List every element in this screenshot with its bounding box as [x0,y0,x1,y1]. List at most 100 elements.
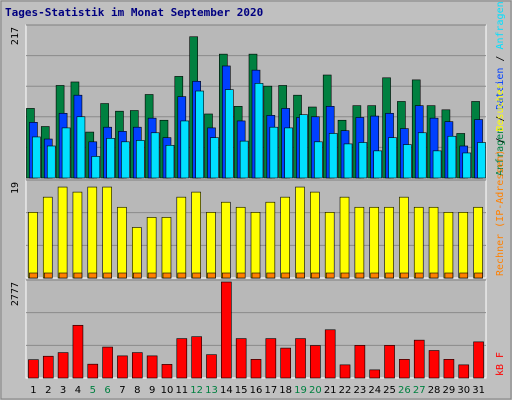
day-label: 1 [30,385,36,396]
sites-bar [266,272,276,279]
day-label: 2 [45,385,51,396]
middle-legend-label: Rechner (IP-Adressen) / Besucher [495,83,506,276]
sites-bar [459,272,469,279]
sites-bar [147,272,157,279]
bottom-legend-label: kB F [495,352,506,376]
visits-bar [72,191,83,279]
sites-bar [58,272,68,279]
day-label: 31 [472,385,485,396]
visits-bar [473,206,483,279]
pages-bar [150,132,160,179]
pages-bar [447,135,457,179]
pages-bar [195,90,204,179]
day-label: 27 [413,385,426,396]
day-label: 8 [134,385,140,396]
sites-bar [29,272,38,279]
visits-bar [221,201,231,279]
visits-bar [161,217,172,279]
pages-bar [417,132,427,179]
sites-bar [325,272,335,279]
pages-bar [343,143,353,179]
kbytes-bar [250,359,262,379]
day-label: 22 [339,385,352,396]
day-label: 13 [205,385,218,396]
day-label: 6 [104,385,110,396]
kbytes-bar [310,345,321,379]
top-legend-label: Anfragen / Dateien / Anfragen [495,1,506,176]
day-label: 18 [279,385,292,396]
kbytes-bar [42,355,54,379]
pages-bar [32,136,41,179]
visits-bar [369,206,380,279]
kbytes-bar [443,359,455,379]
sites-bar [222,272,231,279]
day-label: 23 [354,385,367,396]
visits-bar [176,196,187,279]
kbytes-bar [161,364,173,379]
day-label: 25 [383,385,396,396]
sites-bar [236,272,246,279]
visits-bar [354,206,365,279]
kbytes-bar [399,359,410,379]
visits-bar [384,206,394,279]
visits-bar [458,212,469,279]
visits-bar [117,206,127,279]
pages-bar [358,142,368,179]
pages-bar [46,145,56,179]
sites-bar [296,272,305,279]
sites-bar [162,272,172,279]
pages-bar [61,127,71,179]
middle-ymax-label: 19 [10,182,21,194]
pages-bar [225,89,234,179]
day-label: 16 [250,385,263,396]
pages-bar [284,127,293,179]
visits-bar [324,212,335,279]
visits-bar [235,206,246,279]
kbytes-bar [473,341,484,379]
pages-bar [210,137,219,179]
sites-bar [103,272,112,279]
visits-bar [280,196,290,279]
pages-bar [239,140,249,179]
day-label: 7 [119,385,125,396]
day-label: 30 [457,385,470,396]
top-ymax-label: 217 [10,27,21,45]
day-label: 11 [175,385,188,396]
pages-bar [254,83,264,179]
kbytes-bar [369,369,381,379]
kbytes-bar [176,338,188,379]
day-label: 3 [60,385,66,396]
kbytes-bar [221,281,232,379]
visits-bar [265,201,276,279]
visits-bar [428,206,439,279]
sites-bar [311,272,320,279]
visits-bar [443,212,454,279]
kbytes-bar [280,347,291,379]
pages-bar [76,116,86,179]
visits-bar [295,186,305,279]
pages-bar [477,142,486,179]
day-label: 10 [161,385,174,396]
pages-bar [388,137,397,179]
sites-bar [132,272,142,279]
kbytes-bar [72,324,84,379]
pages-bar [121,141,130,179]
kbytes-bar [413,339,425,379]
kbytes-bar [324,329,336,379]
day-label: 21 [324,385,337,396]
day-label: 17 [264,385,277,396]
sites-bar [414,272,424,279]
sites-bar [43,272,53,279]
pages-bar [462,152,472,179]
day-label: 29 [443,385,456,396]
visits-bar [250,212,261,279]
sites-bar [340,272,350,279]
sites-bar [251,272,261,279]
sites-bar [429,272,439,279]
pages-bar [165,144,175,179]
kbytes-bar [235,338,247,379]
pages-bar [269,126,279,179]
kbytes-bar [354,345,366,379]
visits-bar [28,212,38,279]
sites-bar [400,272,409,279]
